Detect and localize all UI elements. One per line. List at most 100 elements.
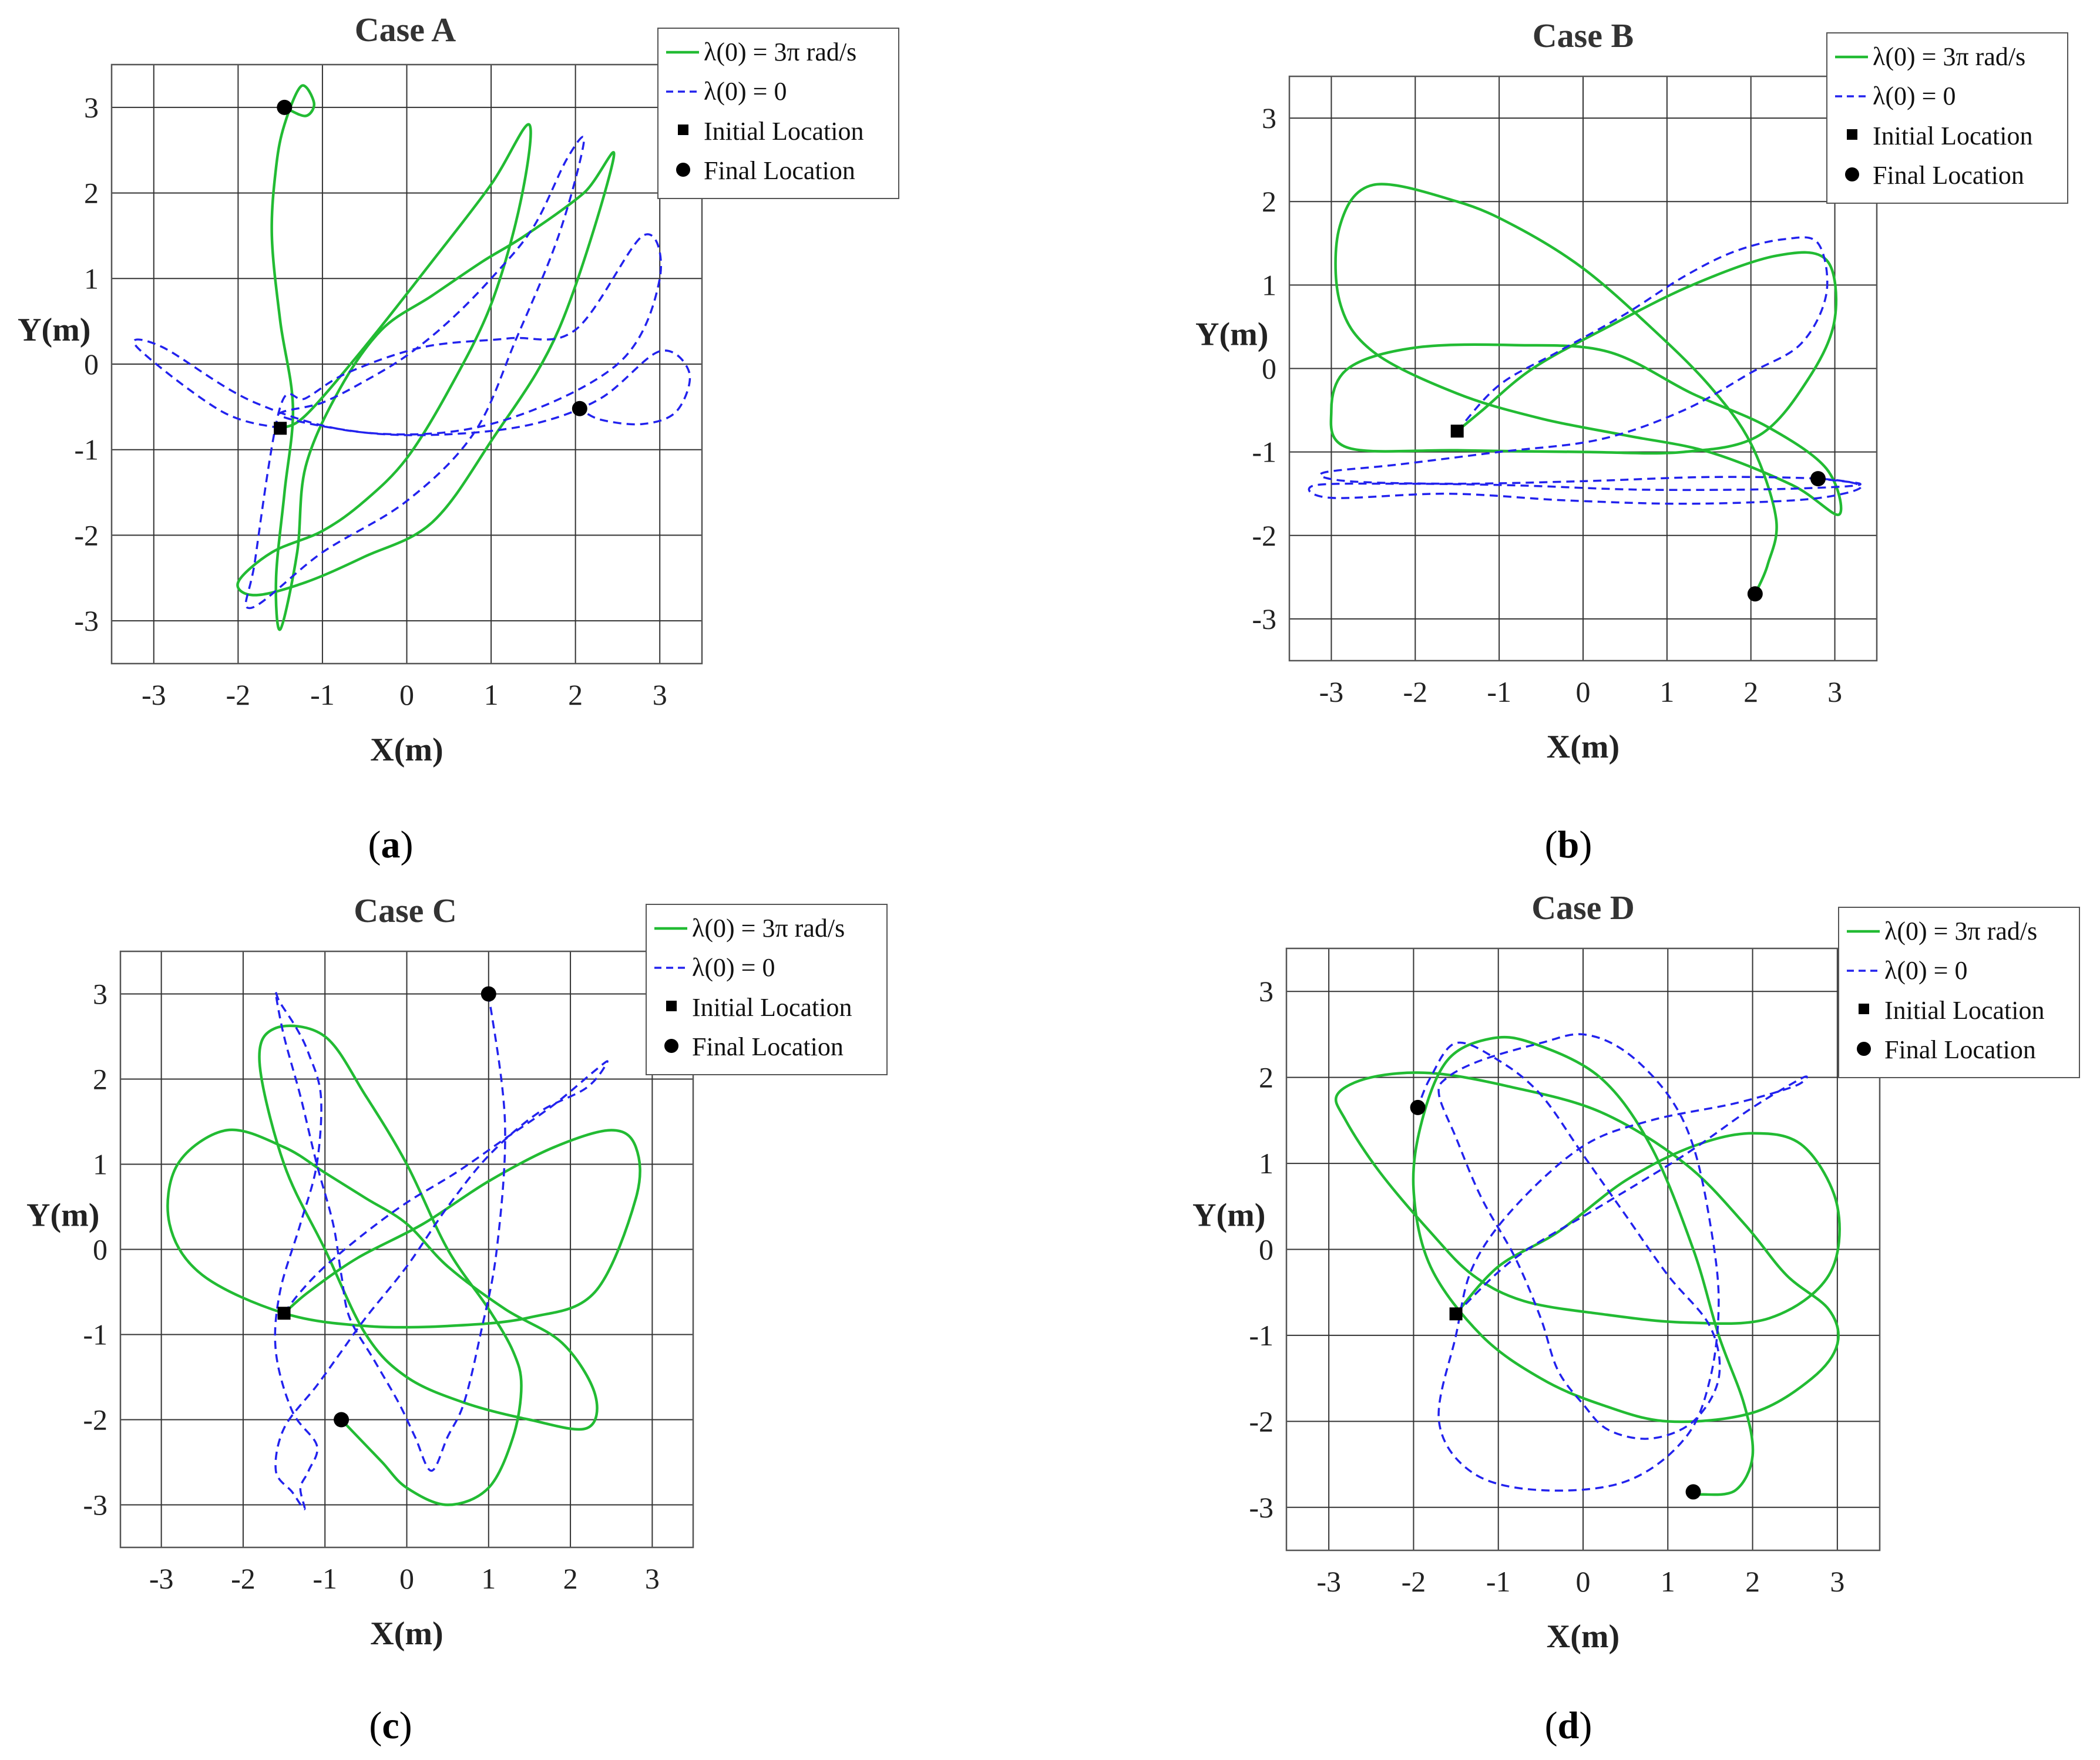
- legend-final-swatch: [664, 1039, 678, 1053]
- panel-c: -3 -2 -1 0 1 2 3 -3 -2 -1 0 1 2 3 X(m) Y(m) Case C λ(0) =…: [26, 891, 888, 1747]
- y-tick-label: 3: [1262, 102, 1276, 134]
- y-tick-label: 1: [84, 262, 99, 295]
- final-location-marker: [1747, 586, 1763, 602]
- legend-initial-label: Initial Location: [692, 993, 852, 1022]
- series-line-green: [1334, 1035, 1841, 1496]
- final-location-marker: [1685, 1484, 1701, 1500]
- x-tick-label: 1: [1661, 1565, 1675, 1598]
- y-axis-label: Y(m): [1192, 1197, 1265, 1234]
- legend-box: [1826, 32, 2068, 204]
- legend-final-swatch: [676, 163, 690, 177]
- panel-b: -3 -2 -1 0 1 2 3 -3 -2 -1 0 1 2 3 X(m) Y(m) Case B λ(0) =…: [1195, 16, 2068, 866]
- legend-green-label: λ(0) = 3π rad/s: [1873, 42, 2025, 71]
- y-tick-label: -3: [83, 1489, 107, 1522]
- legend-blue-label: λ(0) = 0: [704, 77, 787, 106]
- legend-final-label: Final Location: [1884, 1035, 2036, 1064]
- legend-box: [657, 28, 899, 199]
- y-tick-label: -2: [1252, 519, 1276, 552]
- legend-blue-label: λ(0) = 0: [1884, 956, 1967, 985]
- y-tick-label: 0: [84, 348, 99, 381]
- x-tick-label: 1: [484, 678, 499, 711]
- x-tick-label: -1: [1487, 675, 1511, 708]
- series-line-blue: [133, 136, 691, 610]
- legend: λ(0) = 3π rad/s λ(0) = 0 Initial Location F…: [1826, 32, 2068, 204]
- y-tick-label: -1: [1252, 436, 1276, 469]
- x-tick-label: 3: [653, 678, 667, 711]
- legend-final-swatch: [1845, 167, 1859, 181]
- legend-green-label: λ(0) = 3π rad/s: [1884, 917, 2037, 945]
- plot-frame: [119, 950, 694, 1549]
- x-tick-label: 1: [1659, 675, 1674, 708]
- x-tick-label: 0: [1576, 1565, 1591, 1598]
- legend-box: [1838, 907, 2080, 1078]
- final-location-marker: [334, 1412, 350, 1428]
- y-tick-label: 0: [93, 1233, 107, 1266]
- x-tick-label: -2: [1402, 1565, 1426, 1598]
- y-tick-label: 3: [93, 978, 107, 1011]
- final-location-marker: [481, 986, 496, 1002]
- x-tick-label: -3: [1316, 1565, 1341, 1598]
- legend-initial-label: Initial Location: [1884, 996, 2044, 1025]
- y-tick-label: 2: [1262, 185, 1276, 218]
- y-tick-label: 1: [1262, 268, 1276, 301]
- y-tick-label: -2: [83, 1404, 107, 1436]
- legend-initial-swatch: [678, 124, 688, 135]
- initial-location-marker: [274, 422, 287, 435]
- legend-box: [646, 904, 888, 1075]
- series-line-green: [166, 1024, 641, 1506]
- legend-initial-swatch: [1859, 1004, 1869, 1014]
- legend-blue-label: λ(0) = 0: [692, 953, 775, 982]
- legend-initial-label: Initial Location: [704, 117, 863, 146]
- y-tick-label: -1: [1249, 1319, 1274, 1352]
- final-location-marker: [572, 401, 587, 416]
- final-location-marker: [1410, 1099, 1426, 1115]
- plot-frame: [110, 63, 703, 665]
- x-tick-label: 3: [645, 1562, 660, 1595]
- x-tick-label: -1: [313, 1562, 337, 1595]
- panel-caption: (b): [1545, 823, 1592, 866]
- chart-title: Case A: [355, 11, 456, 49]
- y-tick-label: 0: [1262, 352, 1276, 385]
- y-tick-label: 2: [84, 177, 99, 210]
- legend-initial-swatch: [1847, 129, 1857, 140]
- x-axis-label: X(m): [1547, 729, 1619, 765]
- legend-green-label: λ(0) = 3π rad/s: [692, 914, 845, 943]
- x-tick-label: 2: [1743, 675, 1758, 708]
- series-line-blue: [1416, 1033, 1808, 1492]
- x-tick-label: 2: [568, 678, 583, 711]
- x-tick-label: -1: [310, 678, 335, 711]
- y-axis-label: Y(m): [26, 1197, 99, 1234]
- y-tick-label: 2: [1259, 1061, 1274, 1094]
- chart-title: Case C: [354, 891, 457, 930]
- legend-green-label: λ(0) = 3π rad/s: [704, 38, 856, 66]
- x-tick-label: 0: [399, 678, 414, 711]
- x-tick-label: -2: [226, 678, 251, 711]
- x-tick-label: -2: [1403, 675, 1427, 708]
- x-tick-label: -3: [1319, 675, 1344, 708]
- series-line-green: [236, 84, 616, 631]
- x-tick-label: 2: [1745, 1565, 1760, 1598]
- x-axis-label: X(m): [370, 1616, 443, 1652]
- initial-location-marker: [1450, 425, 1464, 438]
- x-tick-label: 0: [1576, 675, 1591, 708]
- x-tick-label: 3: [1830, 1565, 1844, 1598]
- legend-blue-label: λ(0) = 0: [1873, 82, 1955, 110]
- panel-caption: (d): [1545, 1704, 1592, 1747]
- y-tick-label: 0: [1259, 1233, 1274, 1266]
- legend-final-label: Final Location: [704, 156, 855, 185]
- final-location-marker: [1810, 471, 1826, 487]
- final-location-marker: [277, 99, 293, 115]
- initial-location-marker: [1449, 1307, 1463, 1321]
- legend-final-swatch: [1857, 1042, 1871, 1056]
- y-axis-label: Y(m): [18, 312, 90, 348]
- panel-caption: (a): [368, 823, 414, 866]
- series-line-blue: [1308, 236, 1862, 505]
- x-tick-label: 0: [399, 1562, 414, 1595]
- initial-location-marker: [277, 1307, 291, 1320]
- x-tick-label: 2: [563, 1562, 578, 1595]
- legend: λ(0) = 3π rad/s λ(0) = 0 Initial Location F…: [1838, 907, 2080, 1078]
- panel-d: -3 -2 -1 0 1 2 3 -3 -2 -1 0 1 2 3 X(m) Y(m) Case D λ(0) =…: [1192, 889, 2080, 1747]
- y-tick-label: -1: [74, 433, 99, 466]
- y-tick-label: 3: [1259, 975, 1274, 1008]
